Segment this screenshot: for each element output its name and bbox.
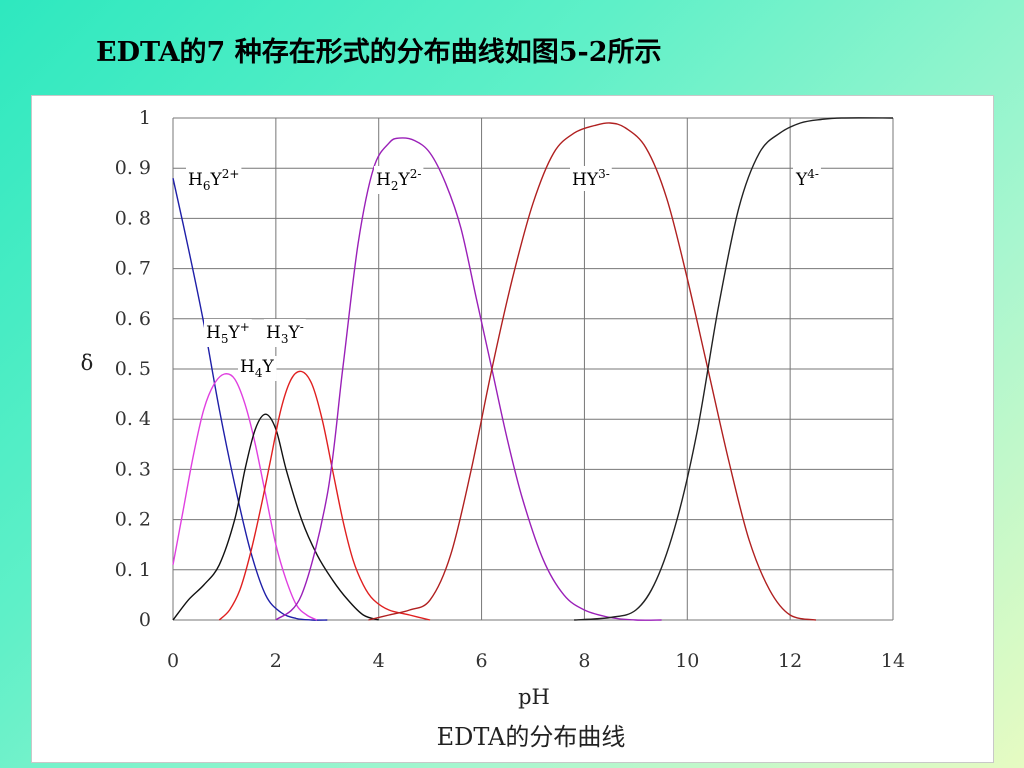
y-tick-label: 0. 1 [115,559,151,581]
y-tick-label: 1 [139,107,151,129]
species-labels: H6Y2+ H2Y2- HY3- Y4- H5Y+ H3Y- H4Y [186,166,821,381]
svg-text:Y4-: Y4- [795,167,819,190]
tick-labels: 00. 10. 20. 30. 40. 50. 60. 70. 80. 910 2… [115,107,905,672]
svg-text:H4Y: H4Y [240,357,274,380]
x-tick-label: 12 [778,650,802,672]
y-tick-label: 0. 2 [115,509,151,531]
chart-panel: H6Y2+ H2Y2- HY3- Y4- H5Y+ H3Y- H4Y 0 0. 1 0. 2 0.… [31,95,994,763]
species-label: H4Y [238,356,277,381]
x-axis-label: pH [518,685,550,709]
species-label: H6Y2+ [186,166,242,194]
svg-text:H3Y-: H3Y- [266,320,304,346]
svg-text:HY3-: HY3- [572,167,610,190]
svg-text:H6Y2+: H6Y2+ [188,167,239,193]
species-label: H2Y2- [374,166,424,194]
y-tick-label: 0. 7 [115,258,151,280]
species-label: Y4- [793,166,821,191]
x-tick-label: 8 [578,650,590,672]
y-tick-label: 0. 4 [115,408,151,430]
series-line-2 [172,413,379,621]
chart-caption: EDTA的分布曲线 [437,723,626,751]
y-axis-label: δ [81,351,94,375]
x-tick-label: 4 [373,650,385,672]
y-tick-label: 0. 3 [115,458,151,480]
species-label: H5Y+ [204,319,252,347]
series-line-3 [218,370,431,621]
x-tick-label: 0 [167,650,179,672]
x-tick-label: 2 [270,650,282,672]
species-label: HY3- [570,166,612,191]
x-tick-label: 10 [675,650,699,672]
series-line-4 [275,137,662,621]
slide-title: EDTA的7 种存在形式的分布曲线如图5-2所示 [96,37,662,68]
y-tick-label: 0. 6 [115,308,151,330]
y-tick-label: 0. 8 [115,207,151,229]
y-tick-label: 0. 9 [115,157,151,179]
svg-text:H5Y+: H5Y+ [206,320,250,346]
series-line-5 [368,122,817,621]
series-line-0 [172,178,328,621]
x-tick-label: 6 [476,650,488,672]
distribution-chart: H6Y2+ H2Y2- HY3- Y4- H5Y+ H3Y- H4Y 0 0. 1 0. 2 0.… [81,107,905,751]
y-tick-label: 0. 5 [115,358,151,380]
series-line-1 [172,373,318,621]
svg-text:H2Y2-: H2Y2- [376,167,421,193]
grid [172,117,894,621]
series-line-6 [574,117,894,621]
y-tick-label: 0 [139,609,151,631]
x-tick-label: 14 [881,650,905,672]
species-label: H3Y- [264,319,306,347]
curves [172,117,894,621]
